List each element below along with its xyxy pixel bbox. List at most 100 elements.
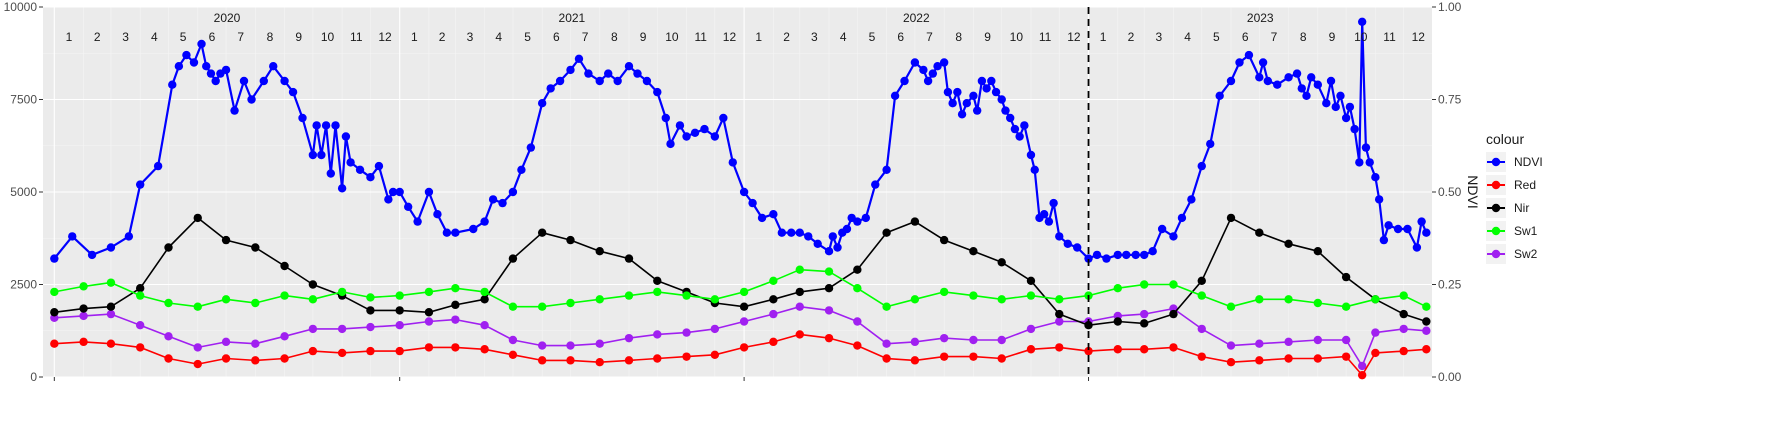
data-point-ndvi: [239, 76, 249, 86]
data-point-sw1: [595, 295, 604, 304]
month-label: 12: [723, 30, 737, 44]
data-point-ndvi: [1073, 243, 1082, 252]
month-label: 8: [1300, 30, 1307, 44]
data-point-sw1: [193, 302, 202, 311]
month-label: 12: [378, 30, 392, 44]
data-point-ndvi: [613, 76, 622, 86]
data-point-ndvi: [433, 210, 442, 219]
data-point-red: [106, 339, 116, 348]
data-point-red: [1357, 370, 1367, 380]
data-point-ndvi: [1015, 132, 1024, 141]
data-point-red: [50, 339, 59, 348]
y-tick-label: 7500: [10, 93, 37, 107]
data-point-red: [795, 330, 804, 339]
data-point-ndvi: [312, 121, 321, 130]
data-point-sw2: [1139, 309, 1149, 319]
legend-key-point: [1491, 180, 1501, 190]
data-point-sw2: [682, 328, 691, 337]
data-point-ndvi: [757, 213, 767, 223]
month-label: 7: [1271, 30, 1278, 44]
data-point-ndvi: [298, 113, 307, 123]
data-point-ndvi: [174, 61, 184, 71]
data-point-nir: [1255, 228, 1264, 237]
data-point-sw1: [739, 287, 749, 297]
data-point-sw1: [624, 291, 634, 300]
data-point-ndvi: [1084, 254, 1093, 263]
data-point-red: [653, 354, 662, 363]
data-point-ndvi: [953, 87, 962, 97]
data-point-ndvi: [972, 106, 982, 115]
data-point-sw1: [1399, 291, 1408, 300]
data-point-nir: [1341, 272, 1351, 282]
data-point-sw2: [1284, 337, 1293, 347]
data-point-ndvi: [326, 169, 336, 178]
data-point-nir: [395, 306, 404, 315]
data-point-nir: [824, 284, 834, 293]
data-point-ndvi: [1292, 69, 1302, 78]
data-point-sw2: [1026, 324, 1036, 334]
data-point-ndvi: [1039, 210, 1049, 219]
data-point-nir: [537, 228, 547, 237]
legend-title: colour: [1486, 131, 1524, 147]
data-point-sw2: [595, 339, 604, 348]
data-point-ndvi: [1341, 113, 1351, 123]
data-point-ndvi: [182, 50, 191, 60]
data-point-ndvi: [795, 228, 804, 237]
data-point-nir: [739, 302, 749, 311]
data-point-red: [939, 352, 949, 361]
data-point-ndvi: [666, 139, 675, 149]
data-point-red: [79, 337, 88, 347]
series-line-sw2: [54, 305, 1427, 367]
data-point-sw1: [1371, 295, 1380, 304]
data-point-sw2: [135, 321, 145, 330]
data-point-sw1: [769, 276, 778, 285]
data-point-ndvi: [1148, 247, 1157, 256]
data-point-ndvi: [1365, 158, 1374, 167]
data-point-ndvi: [700, 124, 709, 134]
data-point-ndvi: [566, 65, 575, 75]
data-point-ndvi: [890, 91, 900, 101]
data-point-ndvi: [824, 247, 834, 256]
data-point-ndvi: [211, 76, 220, 86]
data-point-ndvi: [1273, 80, 1282, 89]
data-point-ndvi: [1417, 217, 1426, 226]
data-point-nir: [221, 235, 231, 245]
data-point-ndvi: [50, 254, 59, 263]
data-point-sw1: [566, 298, 575, 308]
data-point-red: [853, 341, 862, 350]
data-point-nir: [50, 308, 59, 317]
month-label: 7: [926, 30, 933, 44]
data-point-ndvi: [633, 69, 642, 78]
data-point-ndvi: [1113, 250, 1122, 260]
data-point-sw1: [508, 302, 518, 311]
data-point-ndvi: [748, 198, 757, 208]
data-point-ndvi: [280, 76, 289, 86]
month-label: 2: [1128, 30, 1135, 44]
data-point-nir: [1055, 309, 1064, 319]
data-point-ndvi: [1244, 50, 1254, 60]
data-point-ndvi: [943, 87, 953, 97]
data-point-sw1: [795, 265, 804, 274]
data-point-ndvi: [1258, 58, 1268, 67]
data-point-ndvi: [690, 128, 700, 137]
data-point-red: [910, 356, 920, 365]
month-label: 11: [350, 30, 363, 44]
data-point-ndvi: [488, 195, 498, 204]
data-point-sw1: [50, 287, 59, 297]
data-point-sw2: [710, 324, 720, 334]
data-point-ndvi: [1297, 84, 1306, 93]
data-point-sw1: [451, 284, 460, 293]
data-point-ndvi: [1187, 195, 1196, 204]
data-point-ndvi: [1403, 224, 1412, 234]
data-point-nir: [1284, 239, 1293, 248]
data-point-ndvi: [1374, 195, 1384, 204]
data-point-ndvi: [288, 87, 298, 97]
data-point-nir: [135, 284, 145, 293]
data-point-ndvi: [675, 121, 685, 130]
data-point-red: [1055, 343, 1064, 352]
data-point-sw1: [308, 295, 318, 304]
data-point-ndvi: [1350, 124, 1359, 134]
data-point-ndvi: [1055, 232, 1064, 241]
month-label: 11: [694, 30, 707, 44]
data-point-ndvi: [1020, 121, 1029, 130]
